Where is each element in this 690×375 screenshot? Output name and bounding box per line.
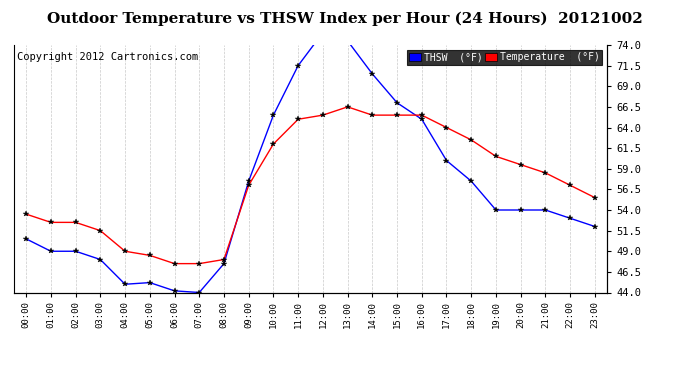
Text: Copyright 2012 Cartronics.com: Copyright 2012 Cartronics.com: [17, 53, 198, 62]
Text: Outdoor Temperature vs THSW Index per Hour (24 Hours)  20121002: Outdoor Temperature vs THSW Index per Ho…: [47, 11, 643, 26]
Legend: THSW  (°F), Temperature  (°F): THSW (°F), Temperature (°F): [407, 50, 602, 65]
